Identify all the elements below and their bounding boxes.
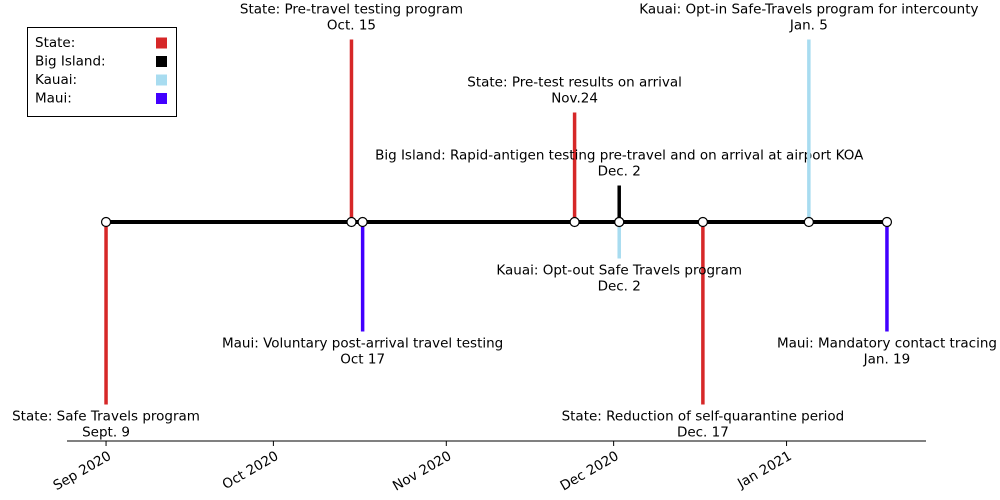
legend-swatch: [156, 37, 167, 49]
event-date-label: Sept. 9: [82, 425, 130, 441]
x-tick-label: Dec 2020: [558, 448, 622, 494]
legend-frame: [27, 27, 177, 117]
legend-swatch: [156, 56, 167, 67]
event-label: State: Reduction of self-quarantine peri…: [562, 409, 845, 425]
event-marker: [346, 216, 357, 228]
legend: State: Big Island: Kauai: Maui:: [27, 27, 177, 117]
legend-label: Maui:: [35, 91, 72, 107]
event-label: Maui: Mandatory contact tracing: [777, 336, 997, 352]
event-date-label: Nov.24: [551, 91, 598, 107]
event-label: Maui: Voluntary post-arrival travel test…: [222, 336, 503, 352]
event-label: State: Safe Travels program: [12, 409, 200, 425]
event-date-label: Oct 17: [340, 352, 385, 368]
event-label: State: Pre-travel testing program: [240, 2, 463, 18]
event-date-label: Oct. 15: [327, 18, 376, 34]
event-label: State: Pre-test results on arrival: [467, 75, 682, 91]
event-marker: [100, 216, 112, 228]
event-marker: [697, 216, 708, 228]
legend-swatch: [156, 74, 167, 86]
event-marker: [614, 216, 625, 228]
event-date-label: Jan. 19: [863, 352, 911, 368]
event-date-label: Dec. 2: [598, 279, 641, 295]
event-date-label: Dec. 17: [677, 425, 729, 441]
x-tick-label: Oct 2020: [220, 448, 282, 493]
x-tick-label: Sep 2020: [51, 448, 115, 494]
legend-label: Kauai:: [35, 72, 77, 88]
x-tick-label: Jan 2021: [734, 448, 794, 492]
event-marker: [357, 216, 368, 228]
x-tick-label: Nov 2020: [390, 448, 454, 494]
legend-swatch: [156, 93, 167, 104]
legend-label: Big Island:: [35, 54, 106, 70]
event-date-label: Dec. 2: [598, 164, 641, 180]
event-date-label: Jan. 5: [789, 18, 828, 34]
event-marker: [569, 216, 580, 228]
event-marker: [803, 216, 814, 228]
event-label: Kauai: Opt-out Safe Travels program: [496, 263, 742, 279]
event-label: Kauai: Opt-in Safe-Travels program for i…: [639, 2, 978, 18]
legend-label: State:: [35, 35, 75, 51]
event-marker: [881, 216, 893, 228]
event-label: Big Island: Rapid-antigen testing pre-tr…: [375, 148, 864, 164]
